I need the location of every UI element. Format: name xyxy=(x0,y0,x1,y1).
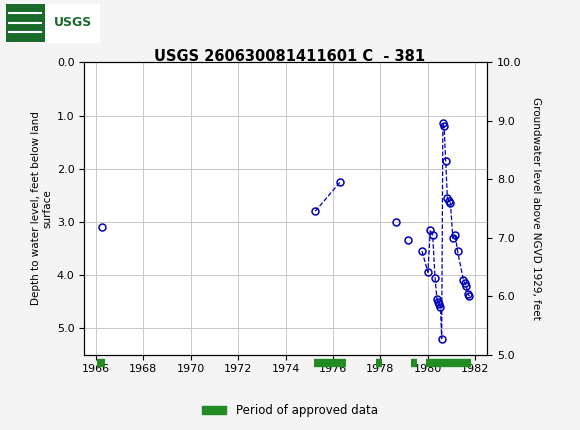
Y-axis label: Depth to water level, feet below land
surface: Depth to water level, feet below land su… xyxy=(31,112,52,305)
FancyBboxPatch shape xyxy=(6,3,45,42)
Text: USGS: USGS xyxy=(54,16,92,29)
Y-axis label: Groundwater level above NGVD 1929, feet: Groundwater level above NGVD 1929, feet xyxy=(531,97,541,320)
FancyBboxPatch shape xyxy=(6,3,99,42)
Legend: Period of approved data: Period of approved data xyxy=(198,399,382,422)
Text: USGS 260630081411601 C  - 381: USGS 260630081411601 C - 381 xyxy=(154,49,426,64)
